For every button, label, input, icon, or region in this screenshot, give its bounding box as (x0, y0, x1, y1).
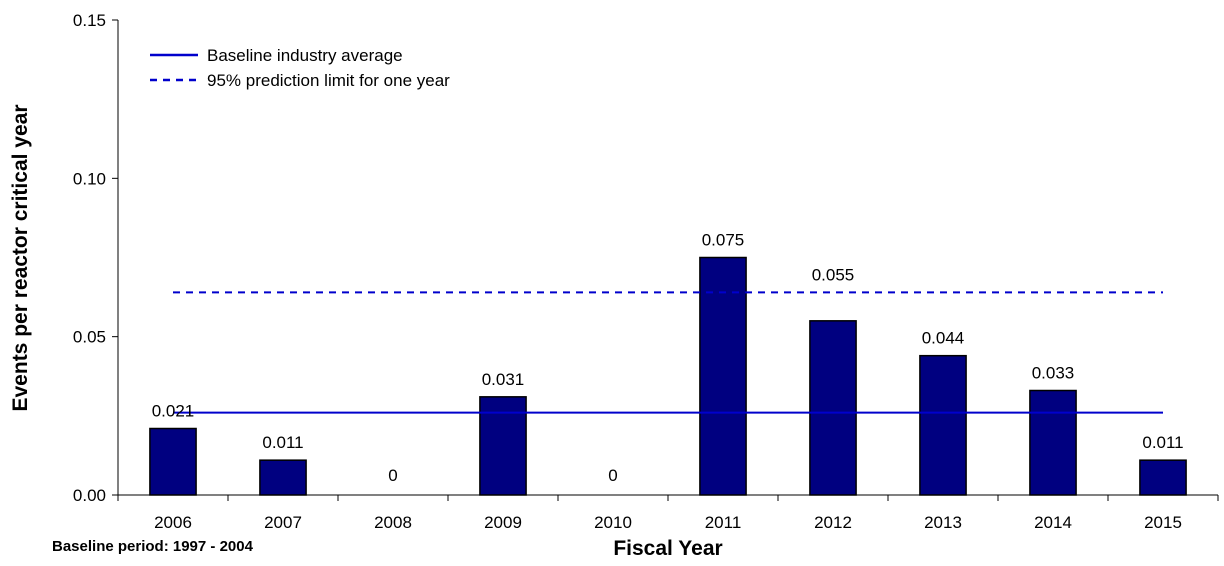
legend-label-baseline: Baseline industry average (207, 46, 403, 65)
y-axis-title: Events per reactor critical year (9, 104, 32, 411)
x-tick-label: 2007 (264, 513, 302, 532)
data-labels: 0.021 0.011 0 0.031 0 0.075 0.055 0.044 0.033 0.0… (152, 231, 1184, 486)
x-tick-label: 2008 (374, 513, 412, 532)
x-tick-label: 2009 (484, 513, 522, 532)
bar-2009 (479, 396, 527, 496)
x-tick-label: 2012 (814, 513, 852, 532)
x-tick-label: 2014 (1034, 513, 1072, 532)
data-label-2013: 0.044 (922, 329, 965, 348)
x-tick-label: 2006 (154, 513, 192, 532)
x-axis: 2006 2007 2008 2009 2010 2011 2012 2013 2014 2015 (117, 494, 1219, 532)
data-label-2012: 0.055 (812, 265, 855, 284)
bar-2007 (259, 459, 307, 496)
data-label-2014: 0.033 (1032, 364, 1075, 383)
legend-label-prediction-limit: 95% prediction limit for one year (207, 71, 450, 90)
data-label-2011: 0.075 (702, 231, 745, 250)
x-tick-label: 2013 (924, 513, 962, 532)
y-axis: 0.00 0.05 0.10 0.15 (73, 11, 119, 505)
bar-2012 (809, 320, 857, 496)
data-label-2010: 0 (608, 466, 617, 485)
baseline-period-note: Baseline period: 1997 - 2004 (52, 538, 254, 555)
data-label-2007: 0.011 (262, 433, 303, 452)
data-label-2008: 0 (388, 466, 397, 485)
bar-2014 (1029, 389, 1077, 496)
legend: Baseline industry average 95% prediction… (150, 46, 450, 90)
bar-2013 (919, 354, 967, 496)
x-tick-label: 2015 (1144, 513, 1182, 532)
x-axis-title: Fiscal Year (613, 537, 722, 560)
y-tick-label: 0.05 (73, 328, 106, 347)
y-tick-label: 0.10 (73, 169, 106, 188)
y-tick-label: 0.00 (73, 486, 106, 505)
x-tick-label: 2010 (594, 513, 632, 532)
y-tick-label: 0.15 (73, 11, 106, 30)
data-label-2009: 0.031 (482, 370, 525, 389)
reference-lines (173, 291, 1163, 414)
bar-2011 (699, 256, 747, 496)
bar-2006 (149, 427, 197, 496)
bar-2015 (1139, 459, 1187, 496)
bar-series (149, 256, 1187, 496)
data-label-2006: 0.021 (152, 402, 195, 421)
x-tick-label: 2011 (705, 513, 742, 532)
data-label-2015: 0.011 (1142, 433, 1183, 452)
